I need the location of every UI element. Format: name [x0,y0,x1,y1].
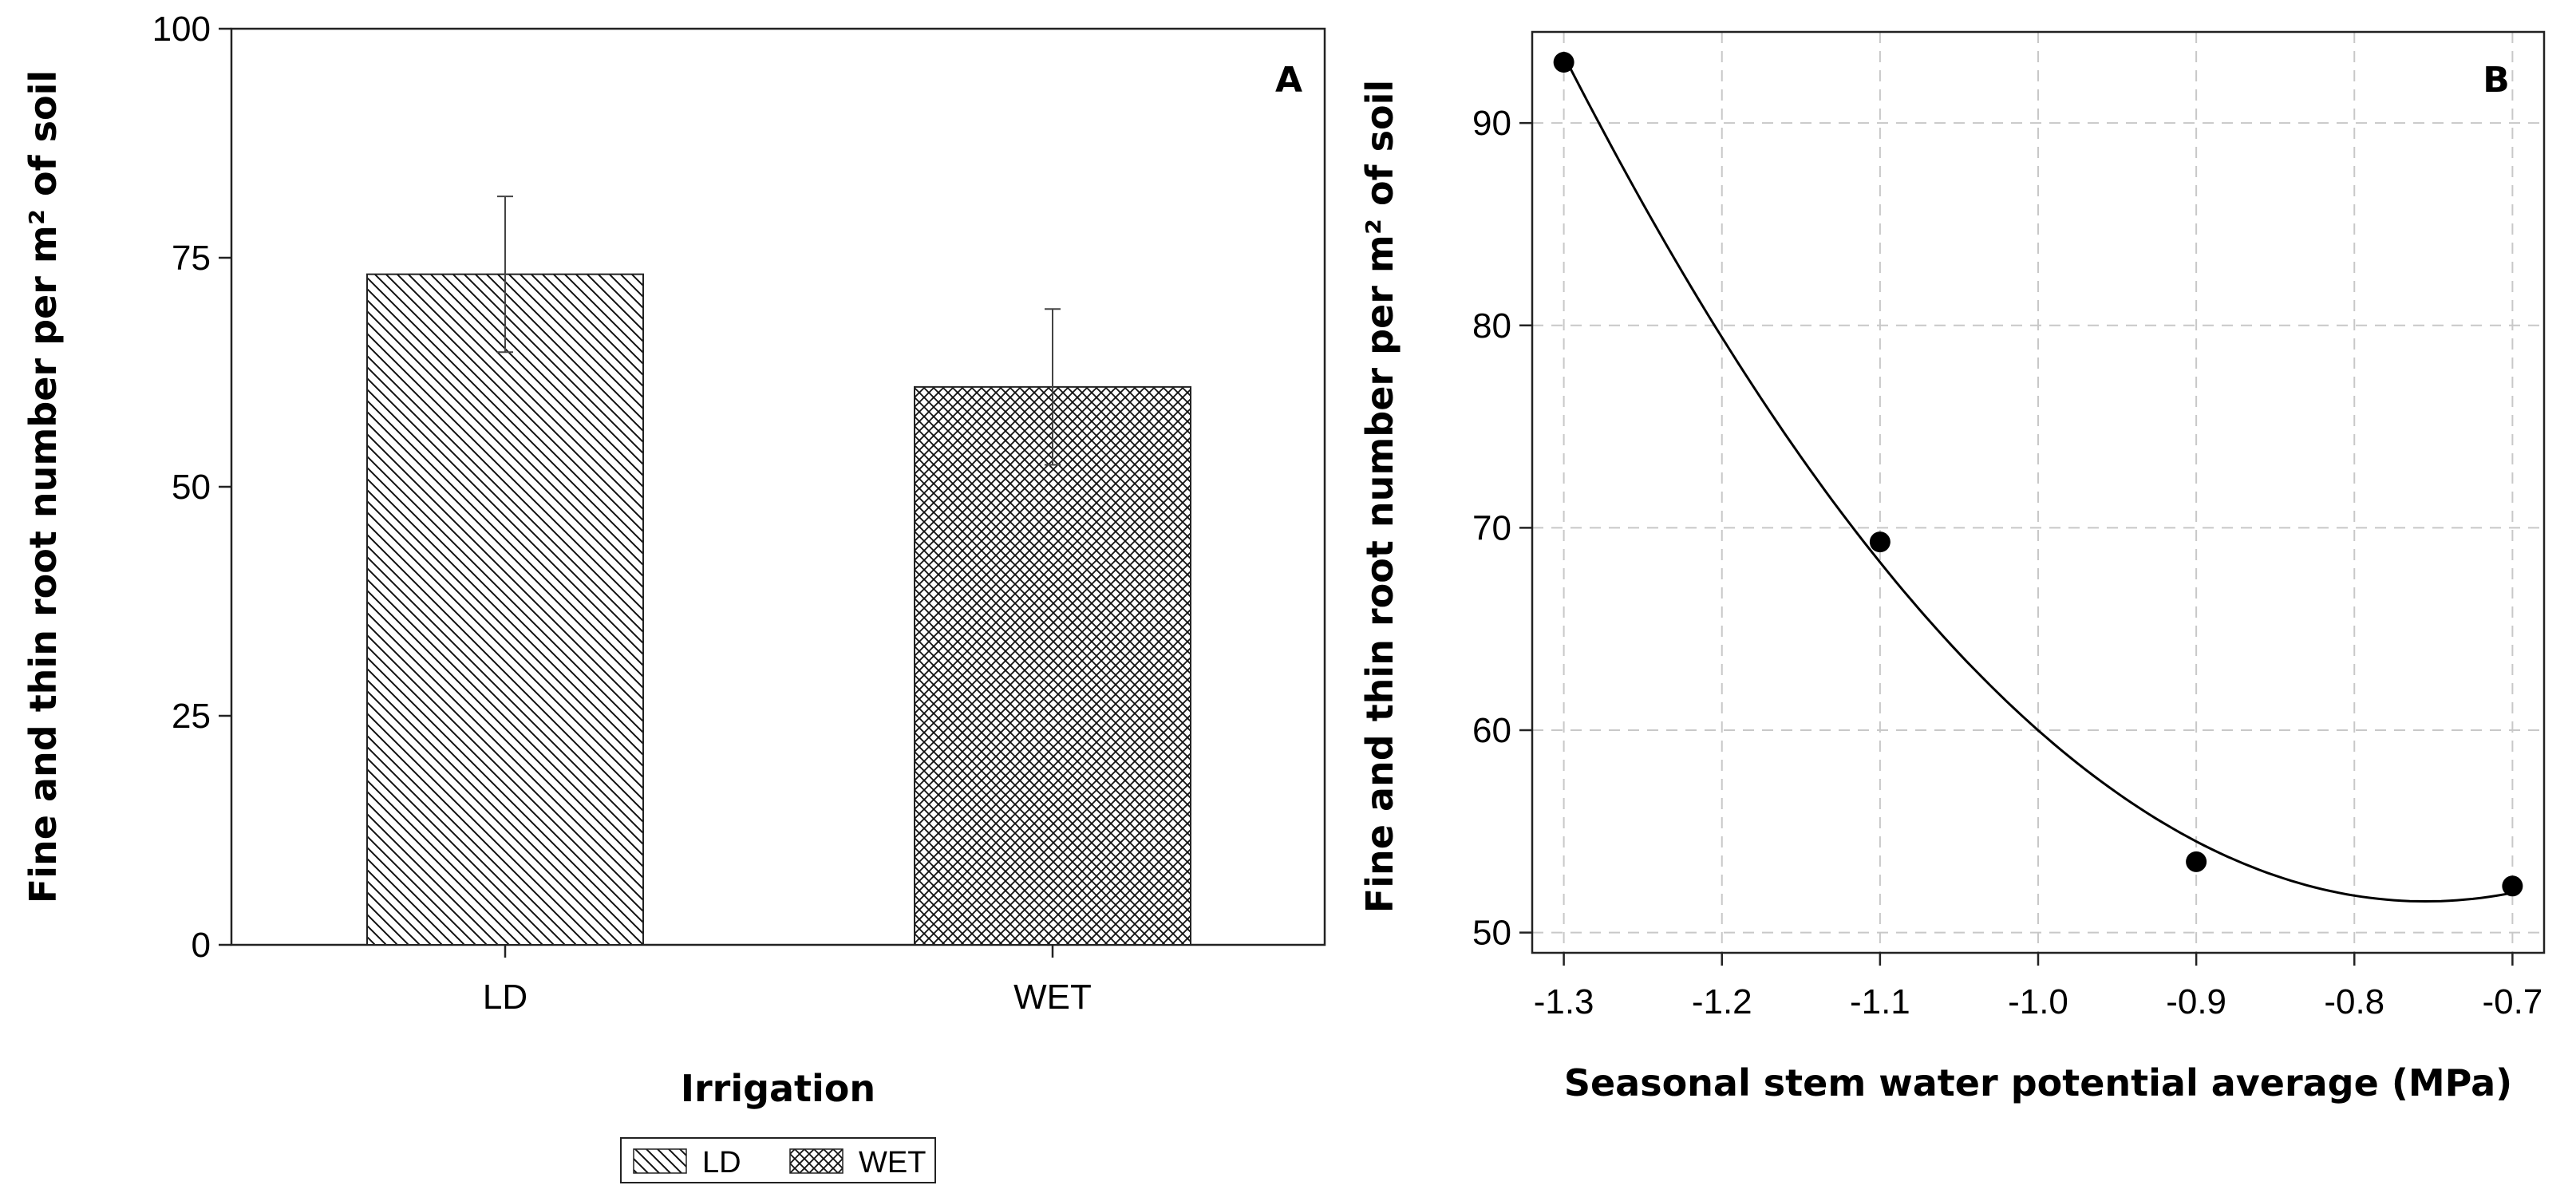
panel-b-x-tick-label: -0.9 [2166,982,2226,1021]
bar-wet [914,385,1191,946]
panel-b-y-tick-label: 60 [1472,711,1511,750]
panel-b-y-tick-label: 70 [1472,508,1511,547]
legend-swatch-ld [633,1148,687,1174]
panel-b-label: B [2483,60,2510,101]
panel-a-y-tick-label: 25 [172,697,211,736]
panel-b-x-axis-title: Seasonal stem water potential average (M… [1564,1061,2512,1104]
panel-b-x-tick-label: -0.8 [2324,982,2384,1021]
legend-swatch-wet [789,1148,844,1174]
panel-a-y-axis-title: Fine and thin root number per m² of soil [22,70,65,903]
panel-b-fit-curve [1563,54,2513,903]
legend-label-wet: WET [859,1146,926,1179]
panel-b-x-tick-label: -1.3 [1534,982,1594,1021]
panel-b-data-points [1553,52,2523,897]
panel-a-y-tick-label: 0 [192,926,211,965]
panel-b-x-tick-label: -1.2 [1692,982,1752,1021]
panel-b-y-tick-label: 80 [1472,306,1511,346]
panel-a-y-tick-label: 50 [172,468,211,507]
panel-b-data-point [2502,875,2523,897]
panel-a-bars [366,196,1191,946]
panel-a-label: A [1275,60,1302,101]
panel-a-x-axis-title: Irrigation [681,1067,875,1110]
panel-b-x-tick-label: -1.0 [2008,982,2068,1021]
panel-b-y-tick-label: 50 [1472,914,1511,953]
panel-b-y-axis-ticks: 50 60 70 80 90 [1472,104,1532,953]
panel-a-bar-chart: 0 25 50 75 100 LD WET A Irrigation Fine and t… [22,10,1326,1183]
panel-a-x-tick-label: WET [1013,978,1092,1017]
panel-b-x-axis-ticks: -1.3 -1.2 -1.1 -1.0 -0.9 -0.8 -0.7 [1534,953,2542,1021]
bar-ld [366,273,644,946]
panel-b-y-tick-label: 90 [1472,104,1511,143]
panel-b-x-tick-label: -1.1 [1850,982,1910,1021]
panel-a-x-tick-label: LD [483,978,527,1017]
panel-a-y-tick-label: 100 [152,10,211,49]
panel-a-y-axis-ticks: 0 25 50 75 100 [152,10,231,965]
panel-b-grid [1532,32,2544,953]
panel-b-data-point [1869,531,1891,553]
panel-a-y-tick-label: 75 [172,239,211,278]
legend-label-ld: LD [702,1146,741,1179]
panel-b-data-point [2186,851,2207,872]
panel-a-x-axis-ticks: LD WET [483,945,1092,1017]
panel-b-data-point [1553,52,1574,73]
panel-b-y-axis-title: Fine and thin root number per m² of soil [1358,80,1401,913]
panel-a-legend: LD WET [620,1137,936,1183]
panel-b-x-tick-label: -0.7 [2482,982,2542,1021]
